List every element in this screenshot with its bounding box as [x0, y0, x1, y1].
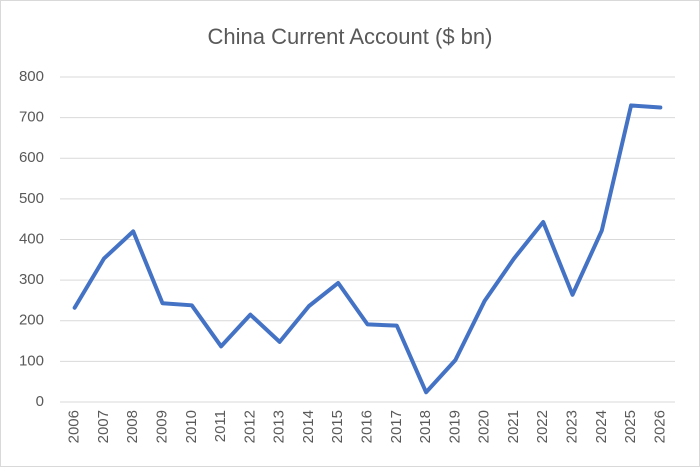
y-tick-label: 200: [19, 312, 44, 329]
x-tick-label: 2012: [241, 410, 258, 443]
x-tick-label: 2014: [300, 410, 317, 443]
x-tick-label: 2023: [563, 410, 580, 443]
x-tick-label: 2006: [66, 410, 83, 443]
x-tick-label: 2017: [388, 410, 405, 443]
chart-title: China Current Account ($ bn): [208, 24, 493, 49]
x-tick-label: 2024: [593, 410, 610, 443]
x-tick-label: 2016: [358, 410, 375, 443]
x-tick-label: 2009: [153, 410, 170, 443]
line: [72, 103, 663, 395]
x-tick-label: 2015: [329, 410, 346, 443]
x-tick-label: 2008: [124, 410, 141, 443]
x-tick-label: 2021: [505, 410, 522, 443]
y-tick-label: 100: [19, 352, 44, 369]
y-tick-label: 700: [19, 109, 44, 126]
y-tick-label: 400: [19, 230, 44, 247]
x-tick-label: 2026: [651, 410, 668, 443]
x-tick-label: 2018: [417, 410, 434, 443]
x-tick-label: 2019: [446, 410, 463, 443]
x-tick-label: 2007: [95, 410, 112, 443]
x-tick-label: 2010: [183, 410, 200, 443]
x-tick-label: 2013: [271, 410, 288, 443]
y-tick-label: 500: [19, 190, 44, 207]
y-tick-label: 0: [36, 393, 44, 410]
x-tick-label: 2025: [622, 410, 639, 443]
y-tick-label: 800: [19, 68, 44, 85]
x-tick-label: 2011: [212, 410, 229, 442]
y-tick-label: 600: [19, 149, 44, 166]
x-tick-label: 2022: [534, 410, 551, 443]
x-tick-label: 2020: [476, 410, 493, 443]
y-tick-label: 300: [19, 271, 44, 288]
